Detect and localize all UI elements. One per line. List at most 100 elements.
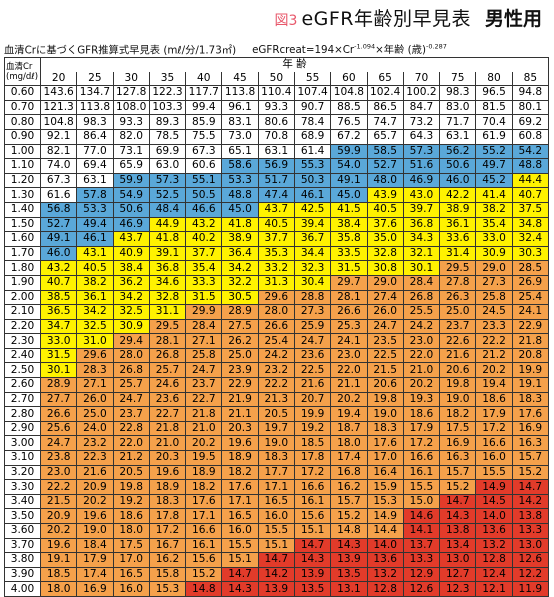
egfr-cell: 12.8 [475, 552, 513, 568]
egfr-cell: 60.6 [185, 158, 223, 174]
egfr-cell: 56.8 [39, 201, 78, 218]
egfr-cell: 27.3 [475, 274, 513, 291]
egfr-cell: 36.4 [221, 245, 259, 262]
egfr-cell: 16.6 [185, 523, 223, 539]
egfr-cell: 73.0 [221, 128, 259, 145]
egfr-cell: 29.4 [112, 333, 150, 349]
age-header-cell: 40 [185, 71, 223, 87]
egfr-cell: 15.7 [330, 493, 368, 510]
egfr-cell: 14.5 [475, 493, 513, 510]
egfr-cell: 16.1 [185, 537, 223, 554]
egfr-cell: 24.1 [330, 333, 368, 349]
egfr-cell: 33.6 [439, 231, 477, 247]
egfr-cell: 21.8 [185, 406, 223, 422]
egfr-cell: 15.5 [257, 523, 295, 539]
egfr-cell: 30.3 [511, 245, 550, 262]
table-row: 0.70 121.3 113.8 108.0 103.3 99.4 96.1 93.3 90.7… [4, 99, 550, 116]
age-row: 20 25 30 35 40 45 50 55 60 65 70 75 80 85 [5, 71, 550, 87]
egfr-cell: 23.6 [148, 391, 187, 408]
egfr-cell: 65.7 [366, 128, 404, 145]
egfr-cell: 16.4 [366, 464, 404, 481]
egfr-cell: 12.4 [475, 566, 513, 583]
egfr-cell: 24.7 [39, 435, 78, 452]
egfr-cell: 48.0 [366, 172, 404, 189]
egfr-cell: 59.9 [330, 143, 368, 160]
creatinine-cell: 3.50 [4, 508, 41, 524]
egfr-cell: 18.0 [112, 523, 150, 539]
egfr-cell: 17.5 [439, 420, 477, 437]
egfr-cell: 15.2 [330, 508, 368, 524]
egfr-cell: 14.6 [402, 508, 441, 524]
egfr-cell: 38.9 [221, 231, 259, 247]
egfr-cell: 41.8 [221, 216, 259, 233]
creatinine-cell: 2.90 [4, 420, 41, 437]
egfr-cell: 30.9 [475, 245, 513, 262]
egfr-cell: 26.0 [366, 304, 404, 320]
age-header-cell: 60 [330, 71, 368, 87]
creatinine-cell: 2.50 [4, 362, 41, 379]
egfr-cell: 19.9 [293, 406, 332, 422]
egfr-cell: 18.3 [148, 493, 187, 510]
egfr-cell: 30.5 [221, 289, 259, 306]
egfr-cell: 27.1 [76, 377, 114, 393]
egfr-cell: 26.6 [330, 304, 368, 320]
egfr-cell: 25.4 [511, 289, 550, 306]
egfr-cell: 61.4 [293, 143, 332, 160]
egfr-cell: 16.6 [475, 435, 513, 452]
egfr-cell: 15.2 [511, 464, 550, 481]
egfr-cell: 50.3 [293, 172, 332, 189]
subtitle: 血清Crに基づくGFR推算式早見表 (mℓ/分/1.73㎡) eGFRcreat=… [4, 41, 550, 56]
egfr-cell: 29.6 [76, 347, 114, 364]
egfr-cell: 20.8 [511, 347, 550, 364]
egfr-cell: 127.8 [112, 85, 150, 101]
egfr-cell: 18.7 [330, 420, 368, 437]
egfr-cell: 34.4 [293, 245, 332, 262]
egfr-cell: 46.9 [112, 216, 150, 233]
egfr-cell: 134.7 [76, 85, 114, 101]
egfr-cell: 14.9 [475, 479, 513, 495]
creatinine-cell: 3.80 [4, 552, 41, 568]
table-row: 4.00 18.0 16.9 16.0 15.3 14.8 14.3 13.9 13.5 13.1… [4, 581, 550, 597]
formula-age: ×年齢 (歳) [375, 44, 426, 57]
egfr-cell: 38.4 [112, 260, 150, 276]
egfr-cell: 13.5 [293, 581, 332, 597]
egfr-cell: 20.2 [402, 377, 441, 393]
egfr-cell: 98.3 [76, 114, 114, 130]
egfr-cell: 24.7 [366, 318, 404, 335]
egfr-cell: 14.0 [475, 508, 513, 524]
egfr-cell: 20.2 [330, 391, 368, 408]
egfr-cell: 23.0 [330, 347, 368, 364]
egfr-cell: 67.3 [39, 172, 78, 189]
egfr-cell: 25.0 [221, 347, 259, 364]
egfr-cell: 65.9 [112, 158, 150, 174]
creatinine-cell: 3.70 [4, 537, 41, 554]
egfr-cell: 15.0 [402, 493, 441, 510]
egfr-cell: 19.0 [257, 435, 295, 452]
egfr-cell: 15.3 [366, 493, 404, 510]
egfr-cell: 49.7 [475, 158, 513, 174]
egfr-cell: 34.8 [511, 216, 550, 233]
egfr-cell: 38.2 [475, 201, 513, 218]
egfr-cell: 22.5 [366, 347, 404, 364]
table-row: 3.90 18.5 17.4 16.5 15.8 15.2 14.7 14.2 13.9 13.5… [4, 566, 550, 583]
egfr-cell: 73.2 [402, 114, 441, 130]
egfr-cell: 23.8 [39, 450, 78, 466]
egfr-cell: 15.6 [185, 552, 223, 568]
egfr-cell: 45.2 [475, 172, 513, 189]
egfr-cell: 15.1 [293, 523, 332, 539]
page-title: 図3 eGFR年齢別早見表 男性用 [275, 8, 542, 32]
creatinine-cell: 2.80 [4, 406, 41, 422]
egfr-cell: 14.9 [366, 508, 404, 524]
egfr-cell: 23.5 [366, 333, 404, 349]
egfr-cell: 14.7 [511, 479, 550, 495]
egfr-cell: 23.6 [293, 347, 332, 364]
egfr-cell: 19.1 [39, 552, 78, 568]
egfr-cell: 99.4 [185, 99, 223, 116]
creatinine-cell: 1.90 [4, 274, 41, 291]
egfr-cell: 16.1 [293, 493, 332, 510]
egfr-cell: 12.1 [475, 581, 513, 597]
egfr-cell: 35.4 [475, 216, 513, 233]
table-row: 2.90 25.6 24.0 22.8 21.8 21.0 20.3 19.7 19.2 18.7… [4, 420, 550, 437]
egfr-cell: 78.4 [293, 114, 332, 130]
egfr-cell: 26.3 [439, 289, 477, 306]
